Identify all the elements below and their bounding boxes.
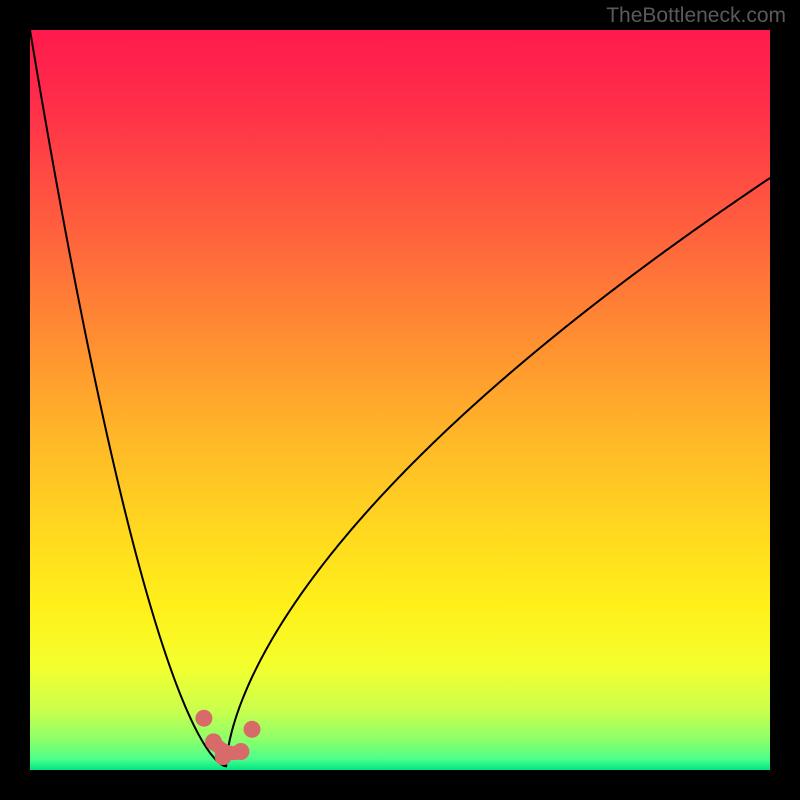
chart-svg xyxy=(0,0,800,800)
plot-background xyxy=(30,30,770,770)
watermark-text: TheBottleneck.com xyxy=(606,4,786,28)
chart-container: TheBottleneck.com xyxy=(0,0,800,800)
